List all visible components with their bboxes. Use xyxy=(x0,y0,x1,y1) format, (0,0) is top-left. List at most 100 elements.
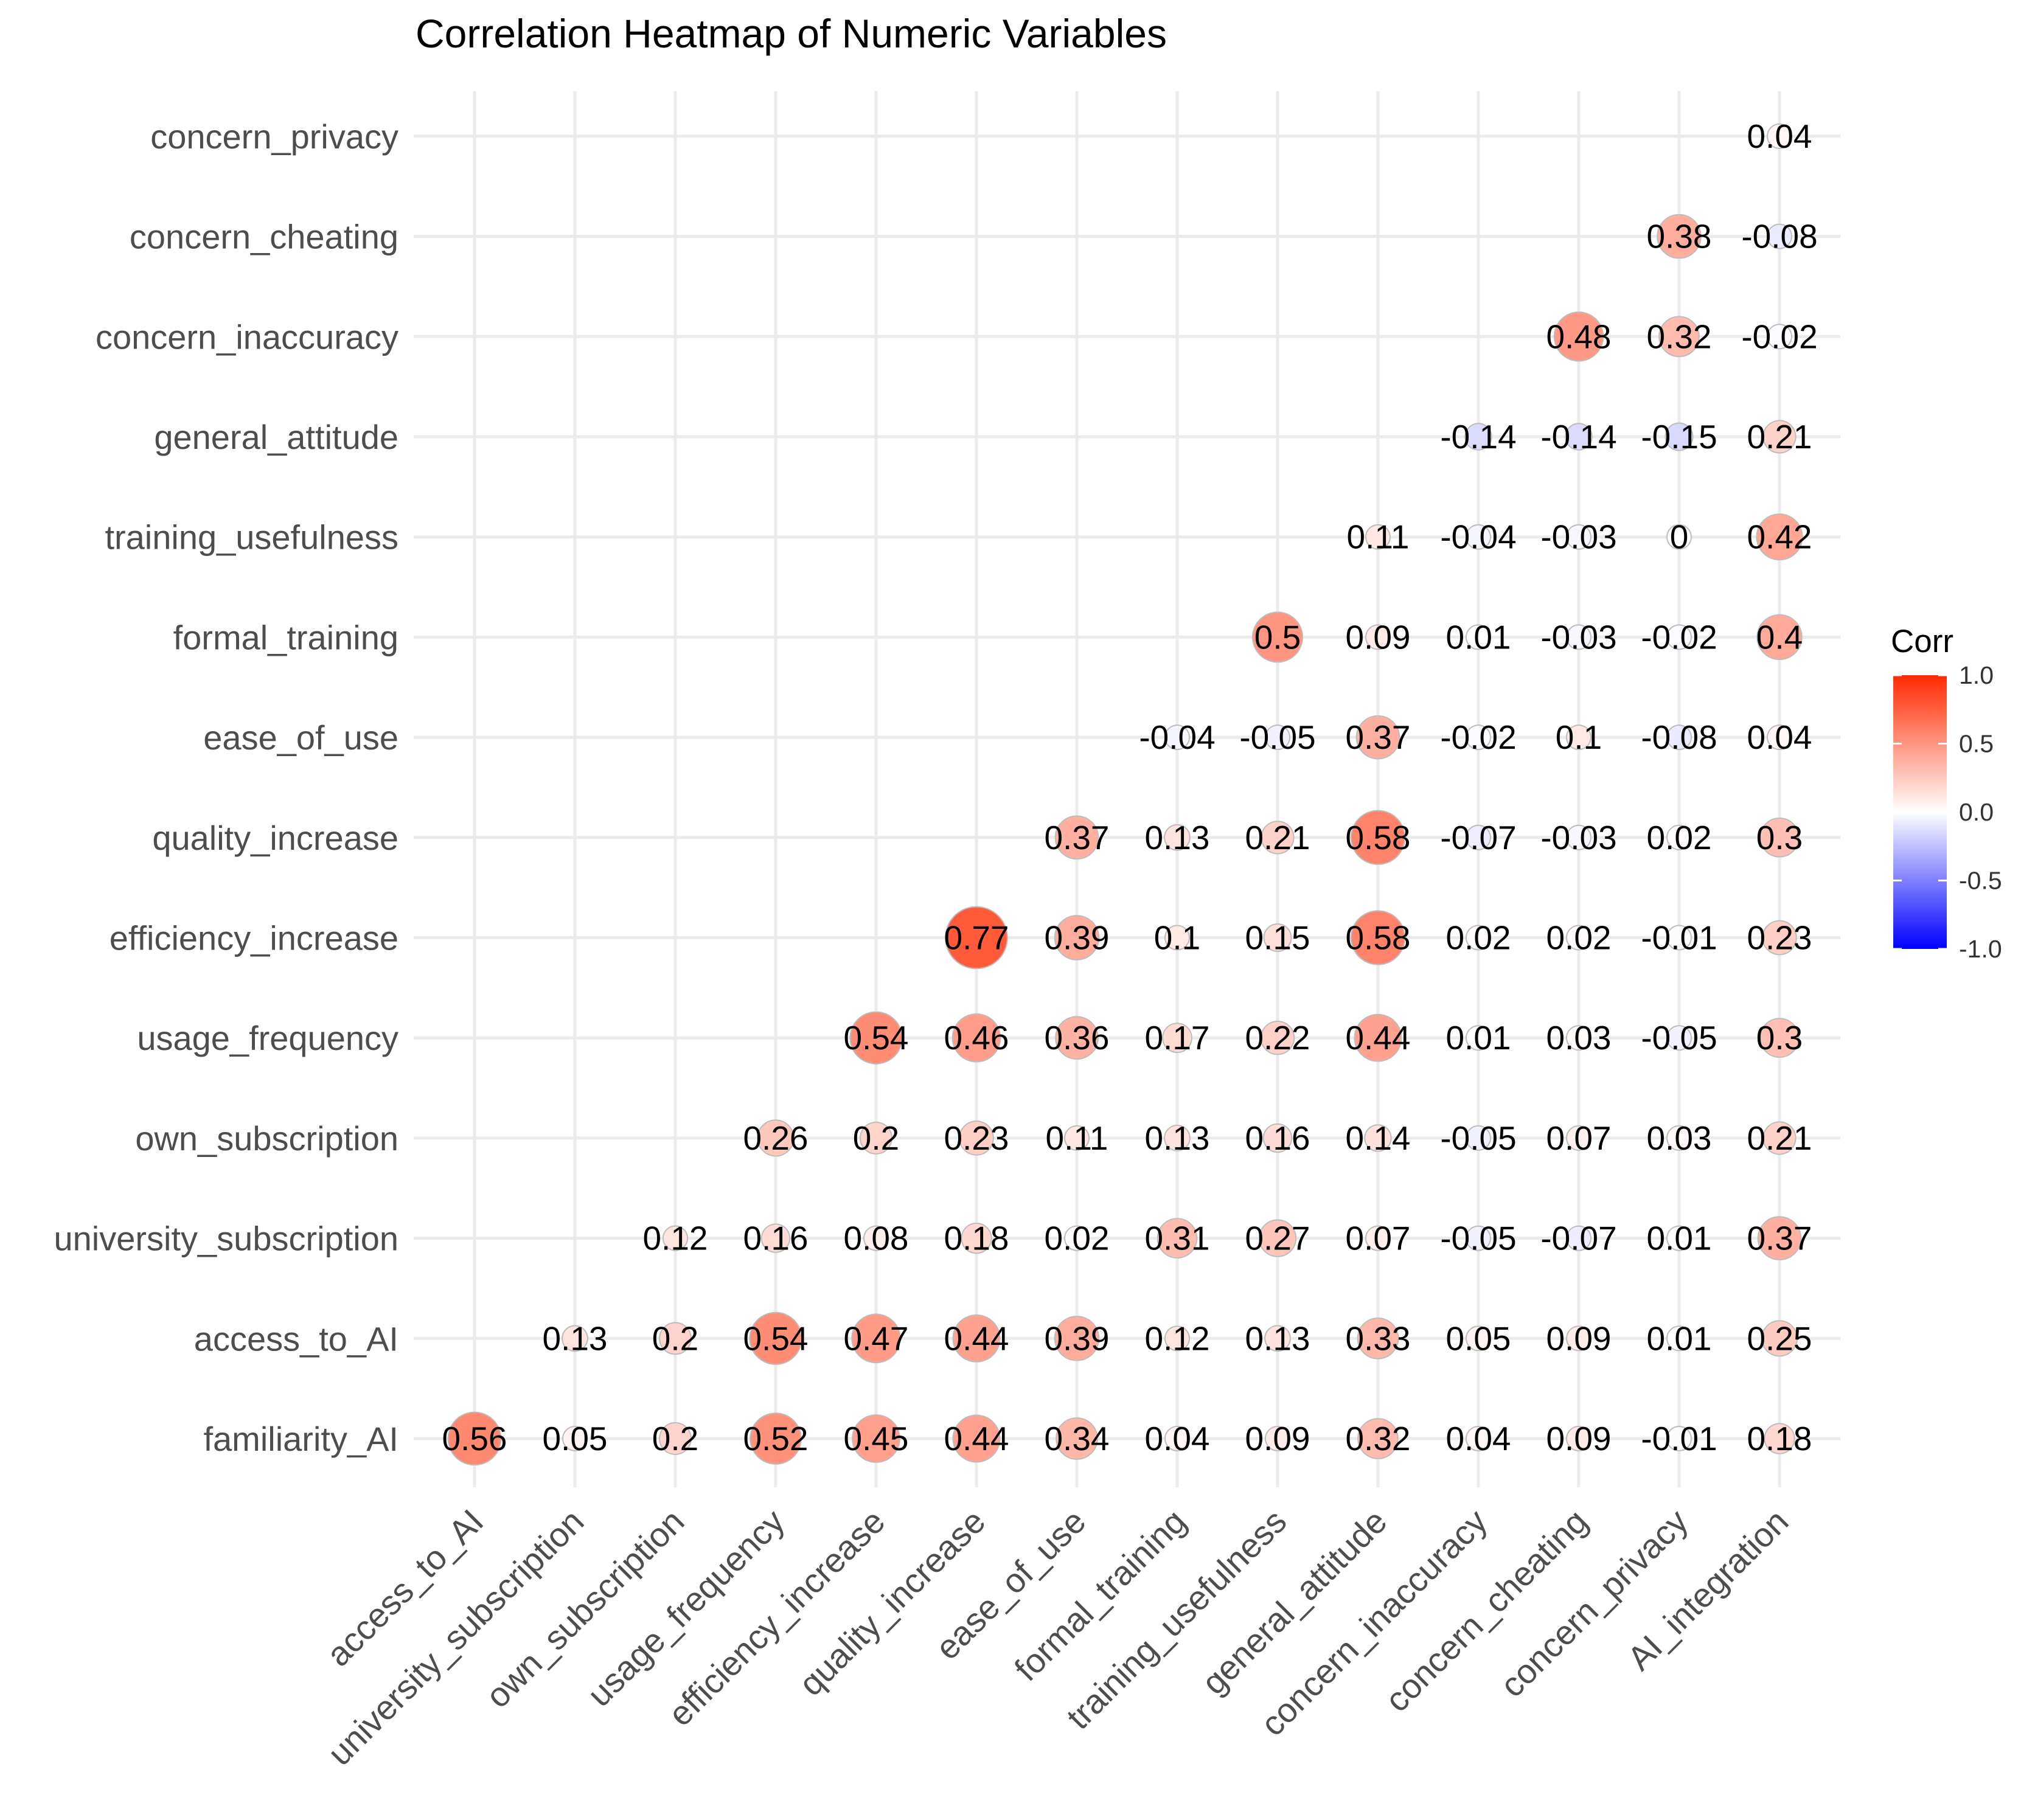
heatmap-cell-value: -0.03 xyxy=(1540,819,1616,856)
heatmap-cell-marker xyxy=(1355,715,1400,760)
heatmap-cell-value: -0.03 xyxy=(1540,618,1616,656)
heatmap-cell-marker xyxy=(1464,423,1492,451)
heatmap-cell-value: -0.05 xyxy=(1641,1019,1717,1057)
y-tick-label: quality_increase xyxy=(152,819,398,857)
heatmap-cell-value: 0.77 xyxy=(944,919,1009,957)
heatmap-cell-value: 0.12 xyxy=(1144,1319,1209,1357)
heatmap-cell-value: -0.04 xyxy=(1440,518,1516,556)
heatmap-cell-marker xyxy=(1466,1225,1491,1251)
legend-tick-label: 0.0 xyxy=(1959,798,1994,826)
heatmap-cell-marker xyxy=(749,1311,802,1365)
heatmap-cell-value: 0.16 xyxy=(1245,1119,1310,1157)
y-tick-label: university_subscription xyxy=(54,1220,398,1258)
heatmap-cell-value: 0.2 xyxy=(652,1319,698,1357)
heatmap-cell-marker xyxy=(1064,1125,1090,1151)
heatmap-cell-marker xyxy=(1566,1225,1591,1251)
heatmap-cell-marker xyxy=(961,1222,992,1254)
heatmap-cell-marker xyxy=(1357,1418,1399,1459)
heatmap-cell-marker xyxy=(1064,1225,1090,1251)
heatmap-cell-marker xyxy=(1466,1125,1491,1151)
heatmap-cell-marker xyxy=(1466,925,1491,951)
heatmap-cell-value: 0 xyxy=(1670,518,1689,556)
heatmap-cell-value: -0.02 xyxy=(1641,618,1717,656)
heatmap-cell-value: 0.11 xyxy=(1046,1119,1108,1157)
heatmap-cell-value: 0.13 xyxy=(1245,1319,1310,1357)
heatmap-cell-value: 0.37 xyxy=(1345,718,1410,756)
heatmap-cell-value: 0.44 xyxy=(1345,1019,1410,1057)
heatmap-cell-marker xyxy=(1164,1124,1191,1151)
heatmap-cell-marker xyxy=(851,1313,901,1364)
heatmap-cell-marker xyxy=(447,1411,502,1466)
heatmap-cell-marker xyxy=(952,1414,1001,1463)
heatmap-cell-marker xyxy=(1666,925,1692,951)
heatmap-cell-marker xyxy=(1466,724,1491,751)
heatmap-cell-marker xyxy=(1164,824,1191,851)
heatmap-cell-marker xyxy=(952,1314,1001,1363)
heatmap-cell-marker xyxy=(1553,311,1604,362)
heatmap-cell-value: 0.33 xyxy=(1345,1319,1410,1357)
heatmap-cell-marker xyxy=(863,1225,889,1251)
heatmap-cell-marker xyxy=(1466,824,1491,850)
heatmap-cell-value: 0.21 xyxy=(1747,418,1812,456)
heatmap-cell-marker xyxy=(1566,824,1591,850)
heatmap-cell-marker xyxy=(1164,724,1190,751)
heatmap-cell-marker xyxy=(1566,624,1591,650)
heatmap-cell-marker xyxy=(562,1325,588,1352)
heatmap-cell-value: 0.13 xyxy=(1144,1119,1209,1157)
heatmap-cell-marker xyxy=(1565,423,1593,451)
heatmap-cell-marker xyxy=(757,1119,795,1157)
heatmap-cell-value: 0.44 xyxy=(944,1420,1009,1457)
heatmap-cell-value: -0.15 xyxy=(1641,418,1717,456)
heatmap-cell-marker xyxy=(1364,1124,1392,1152)
heatmap-cell-marker xyxy=(1466,1325,1491,1352)
legend-ticks: 1.0 0.5 0.0 -0.5 -1.0 xyxy=(1893,661,2002,963)
heatmap-cell-marker xyxy=(662,1225,689,1251)
heatmap-cell-marker xyxy=(951,1013,1001,1063)
heatmap-cell-marker xyxy=(1162,1023,1192,1054)
heatmap-cell-marker xyxy=(1666,1325,1692,1352)
heatmap-cell-value: 0.1 xyxy=(1556,718,1602,756)
heatmap-cell-marker xyxy=(1466,1025,1491,1051)
heatmap-cell-value: -0.03 xyxy=(1540,518,1616,556)
heatmap-cell-value: -0.07 xyxy=(1440,819,1516,856)
heatmap-cell-marker xyxy=(1357,1317,1399,1360)
heatmap-cell-marker xyxy=(1265,724,1290,751)
legend-tick-label: 1.0 xyxy=(1959,661,1994,689)
heatmap-cell-value: 0.17 xyxy=(1144,1019,1209,1057)
x-axis-labels: access_to_AIuniversity_subscriptionown_s… xyxy=(319,1502,1795,1773)
heatmap-cell-marker xyxy=(945,906,1008,970)
heatmap-cell-marker xyxy=(1350,910,1406,965)
grid-lines xyxy=(414,91,1840,1487)
heatmap-cell-marker xyxy=(1260,1020,1295,1055)
heatmap-cell-marker xyxy=(562,1426,588,1451)
heatmap-cell-value: 0.13 xyxy=(542,1319,607,1357)
heatmap-cell-marker xyxy=(852,1414,900,1463)
heatmap-cell-value: 0.01 xyxy=(1445,1019,1511,1057)
heatmap-cell-marker xyxy=(1164,1426,1190,1451)
heatmap-cell-value: 0.04 xyxy=(1747,718,1812,756)
heatmap-cell-value: -0.08 xyxy=(1641,718,1717,756)
heatmap-cell-marker xyxy=(659,1422,692,1455)
heatmap-cell-value: 0.4 xyxy=(1756,618,1803,656)
heatmap-cell-value: 0.03 xyxy=(1546,1019,1611,1057)
heatmap-cell-value: 0.16 xyxy=(743,1220,808,1257)
x-tick-label: concern_privacy xyxy=(1493,1502,1696,1704)
heatmap-cell-value: 0.03 xyxy=(1646,1119,1711,1157)
heatmap-cell-value: 0.15 xyxy=(1245,919,1310,957)
heatmap-cell-marker xyxy=(1054,815,1099,860)
x-tick-label: quality_increase xyxy=(791,1502,993,1703)
legend-colorbar xyxy=(1893,675,1947,949)
heatmap-cell-value: 0.58 xyxy=(1345,819,1410,856)
heatmap-cell-marker xyxy=(1767,724,1792,751)
heatmap-cells: 0.56 0.05 0.2 0.52 0.45 0.44 0.34 0.04 0.09 0.32 0… xyxy=(442,117,1818,1466)
heatmap-cell-value: 0.01 xyxy=(1646,1220,1711,1257)
heatmap-cell-value: 0.1 xyxy=(1154,919,1200,957)
heatmap-cell-marker xyxy=(1354,1013,1402,1062)
heatmap-cell-marker xyxy=(1761,1320,1798,1357)
heatmap-cell-marker xyxy=(1666,624,1692,650)
y-tick-label: concern_privacy xyxy=(150,117,398,156)
heatmap-cell-marker xyxy=(959,1120,994,1156)
heatmap-cell-value: 0.52 xyxy=(743,1420,808,1457)
heatmap-cell-value: -0.05 xyxy=(1239,718,1315,756)
